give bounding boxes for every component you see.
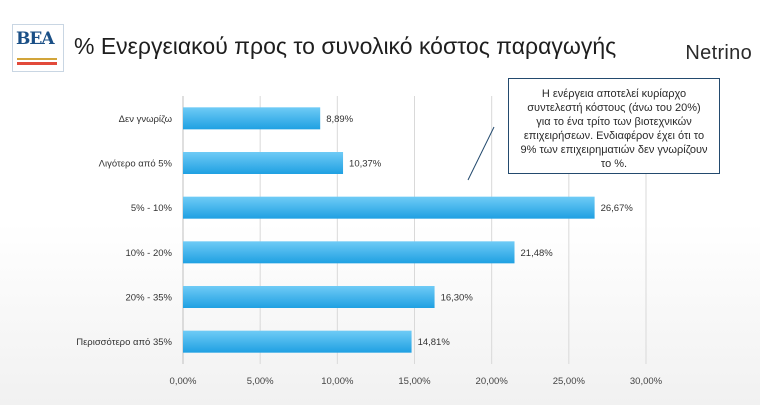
callout-pointer bbox=[467, 126, 495, 181]
logo-text: ΒΕΑ bbox=[16, 29, 55, 49]
category-label: 5% - 10% bbox=[131, 203, 173, 214]
x-tick-label: 20,00% bbox=[476, 376, 509, 387]
x-tick-label: 30,00% bbox=[630, 376, 663, 387]
value-labels: 8,89% 10,37% 26,67% 21,48% 16,30% 14,81% bbox=[326, 114, 633, 348]
brand-name: Netrino bbox=[685, 42, 752, 64]
bar bbox=[183, 196, 595, 219]
page-title: % Ενεργειακού προς το συνολικό κόστος πα… bbox=[74, 33, 617, 59]
value-label: 8,89% bbox=[326, 114, 353, 125]
x-tick-label: 10,00% bbox=[321, 376, 354, 387]
callout-box: Η ενέργεια αποτελεί κυρίαρχο συντελεστή … bbox=[508, 78, 720, 174]
category-label: Δεν γνωρίζω bbox=[119, 114, 173, 125]
value-label: 26,67% bbox=[601, 203, 634, 214]
category-label: 20% - 35% bbox=[126, 293, 173, 304]
x-tick-label: 0,00% bbox=[170, 376, 197, 387]
category-label: Λιγότερο από 5% bbox=[99, 159, 173, 170]
bar bbox=[183, 330, 412, 353]
logo-accent-line bbox=[17, 58, 57, 60]
bar bbox=[183, 241, 515, 264]
x-tick-label: 25,00% bbox=[553, 376, 586, 387]
value-label: 21,48% bbox=[521, 248, 554, 259]
bars bbox=[183, 107, 595, 353]
x-tick-label: 15,00% bbox=[398, 376, 431, 387]
value-label: 14,81% bbox=[418, 337, 451, 348]
x-axis-ticks: 0,00% 5,00% 10,00% 15,00% 20,00% 25,00% 30,00% bbox=[170, 376, 663, 387]
category-labels: Δεν γνωρίζω Λιγότερο από 5% 5% - 10% 10% - … bbox=[76, 114, 172, 348]
bar bbox=[183, 286, 435, 308]
bar bbox=[183, 152, 344, 174]
category-label: Περισσότερο από 35% bbox=[76, 337, 172, 348]
value-label: 16,30% bbox=[441, 293, 474, 304]
bar bbox=[183, 107, 321, 130]
bea-logo: ΒΕΑ bbox=[12, 24, 64, 72]
logo-underline bbox=[17, 62, 57, 65]
x-tick-label: 5,00% bbox=[247, 376, 274, 387]
value-label: 10,37% bbox=[349, 159, 382, 170]
category-label: 10% - 20% bbox=[126, 248, 173, 259]
